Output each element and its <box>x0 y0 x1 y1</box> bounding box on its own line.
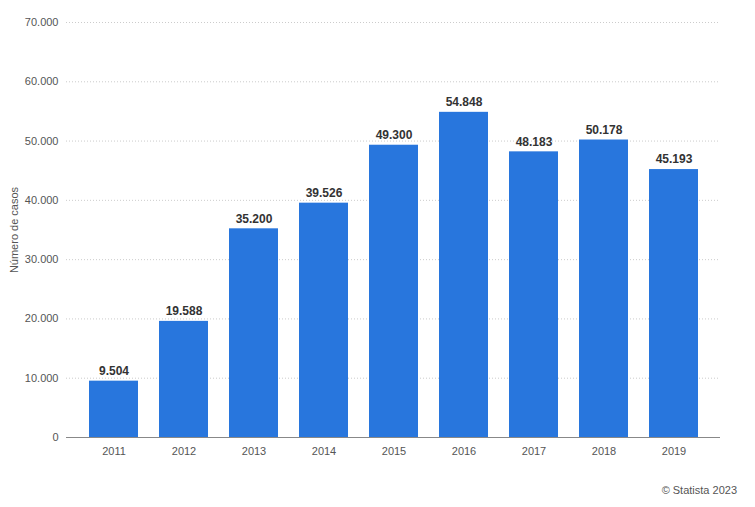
svg-text:39.526: 39.526 <box>306 186 343 200</box>
svg-text:19.588: 19.588 <box>166 304 203 318</box>
svg-text:40.000: 40.000 <box>25 194 59 206</box>
svg-text:70.000: 70.000 <box>25 16 59 28</box>
svg-text:50.178: 50.178 <box>586 123 623 137</box>
svg-text:10.000: 10.000 <box>25 372 59 384</box>
svg-text:60.000: 60.000 <box>25 75 59 87</box>
svg-text:30.000: 30.000 <box>25 253 59 265</box>
svg-text:2016: 2016 <box>452 445 476 457</box>
svg-text:2011: 2011 <box>102 445 126 457</box>
svg-text:50.000: 50.000 <box>25 135 59 147</box>
svg-text:2015: 2015 <box>382 445 406 457</box>
svg-text:0: 0 <box>52 431 58 443</box>
svg-text:Número de casos: Número de casos <box>8 186 20 273</box>
svg-text:49.300: 49.300 <box>376 128 413 142</box>
svg-text:2017: 2017 <box>522 445 546 457</box>
svg-text:48.183: 48.183 <box>516 135 553 149</box>
svg-text:2012: 2012 <box>172 445 196 457</box>
html-text:© Statista 2023: © Statista 2023 <box>661 484 737 496</box>
svg-text:45.193: 45.193 <box>656 152 693 166</box>
svg-text:2018: 2018 <box>592 445 616 457</box>
svg-text:9.504: 9.504 <box>99 364 129 378</box>
svg-text:2019: 2019 <box>662 445 686 457</box>
svg-text:2014: 2014 <box>312 445 336 457</box>
svg-text:35.200: 35.200 <box>236 212 273 226</box>
svg-text:54.848: 54.848 <box>446 95 483 109</box>
svg-text:2013: 2013 <box>242 445 266 457</box>
svg-text:20.000: 20.000 <box>25 312 59 324</box>
